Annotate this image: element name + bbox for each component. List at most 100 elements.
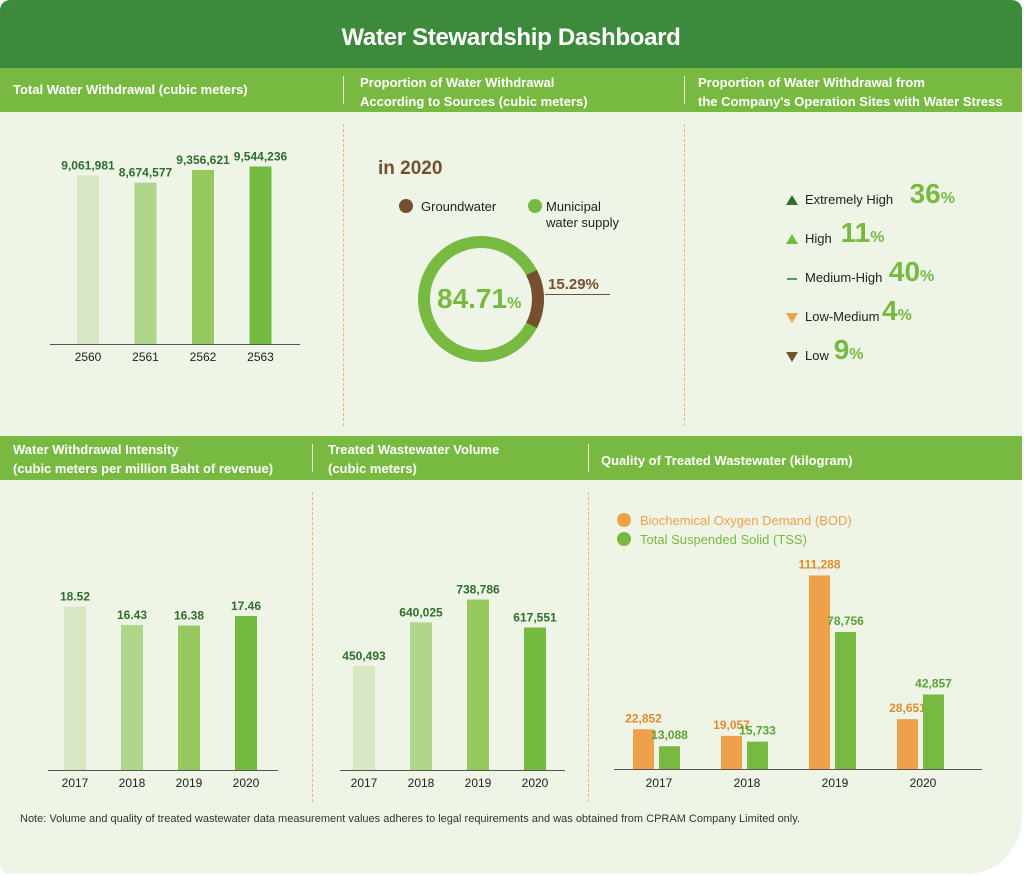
header-water-stress-line2: the Company's Operation Sites with Water… (698, 93, 1003, 109)
x-tick-label: 2019 (465, 776, 492, 790)
bar (121, 625, 143, 770)
bod-bar (721, 735, 742, 769)
column-divider (684, 124, 685, 426)
bod-legend-label: Biochemical Oxygen Demand (BOD) (640, 513, 852, 528)
data-label: 13,088 (651, 728, 688, 742)
stress-percentage: 40% (889, 256, 934, 288)
triangle-up-dark-icon (786, 195, 798, 205)
bar (178, 625, 200, 770)
donut-year-label: in 2020 (378, 158, 443, 179)
x-tick-label: 2020 (910, 776, 937, 790)
tss-bar (923, 694, 944, 769)
municipal-percentage: 84.71% (437, 283, 521, 315)
stress-value: 9 (833, 334, 850, 365)
data-label: 9,544,236 (234, 150, 288, 163)
groundwater-arc (526, 269, 544, 329)
total-withdrawal-chart: 9,061,981 2560 8,674,577 2561 9,356,621 2562 9… (50, 150, 300, 364)
bar (524, 627, 546, 770)
x-tick-label: 2562 (190, 350, 217, 364)
x-tick-label: 2017 (351, 776, 378, 790)
header-total-withdrawal: Total Water Withdrawal (cubic meters) (13, 82, 248, 97)
groundwater-legend-label: Groundwater (421, 199, 497, 214)
data-label: 9,356,621 (176, 153, 230, 167)
header-water-stress: Proportion of Water Withdrawal from the … (698, 74, 1003, 111)
header-divider (684, 76, 685, 104)
top-header-band (0, 68, 1022, 112)
data-label: 617,551 (513, 610, 557, 624)
header-treated-line2: (cubic meters) (328, 460, 417, 476)
stress-percentage: 11% (841, 217, 885, 249)
stress-value: 11 (840, 217, 871, 248)
column-divider (588, 492, 589, 802)
x-tick-label: 2561 (132, 350, 159, 364)
bod-legend-dot (617, 513, 631, 527)
header-treated: Treated Wastewater Volume (cubic meters) (328, 441, 499, 478)
footnote: Note: Volume and quality of treated wast… (20, 813, 800, 825)
dash-icon (787, 278, 797, 280)
bar (249, 166, 272, 344)
x-tick-label: 2018 (408, 776, 435, 790)
bod-bar (633, 729, 654, 769)
bar (410, 622, 432, 770)
intensity-chart: 18.52 2017 16.43 2018 16.38 2019 17.46 2020 (48, 590, 278, 790)
bar (467, 599, 489, 770)
data-label: 17.46 (231, 599, 261, 613)
municipal-legend-line1: Municipal (546, 199, 601, 214)
header-by-source-line1: Proportion of Water Withdrawal (360, 75, 555, 90)
tss-bar (835, 632, 856, 769)
triangle-down-orange-icon (786, 313, 798, 323)
stress-label: Extremely High (805, 192, 894, 207)
header-divider (312, 444, 313, 472)
stress-value: 36 (909, 178, 941, 209)
water-source-donut (418, 236, 610, 362)
page-title: Water Stewardship Dashboard (341, 24, 681, 51)
triangle-down-brown-icon (786, 352, 798, 362)
groundwater-legend-dot (399, 199, 413, 213)
stress-percentage: 36% (910, 178, 955, 210)
data-label: 18.52 (60, 590, 90, 604)
data-label: 42,857 (915, 676, 952, 690)
stress-percentage: 9% (834, 334, 864, 366)
header-treated-line1: Treated Wastewater Volume (328, 442, 500, 457)
data-label: 78,756 (827, 614, 864, 628)
data-label: 19,057 (713, 718, 750, 732)
stress-label: High (805, 231, 832, 246)
header-divider (588, 444, 589, 472)
bod-bar (809, 575, 830, 769)
column-divider (343, 124, 344, 426)
data-label: 28,651 (889, 701, 926, 715)
bar (353, 666, 375, 770)
bar (192, 169, 214, 344)
municipal-legend-line2: water supply (546, 215, 619, 230)
data-label: 16.38 (174, 609, 204, 623)
stress-value: 4 (882, 295, 898, 326)
x-tick-label: 2019 (822, 776, 849, 790)
tss-bar (747, 741, 768, 769)
tss-bar (659, 746, 680, 769)
data-label: 111,288 (798, 557, 840, 571)
header-water-stress-line1: Proportion of Water Withdrawal from (698, 75, 925, 90)
header-quality: Quality of Treated Wastewater (kilogram) (601, 453, 853, 468)
data-label: 16.43 (117, 608, 147, 622)
percent-sign: % (507, 295, 522, 312)
percent-sign: % (897, 307, 912, 324)
stress-percentage: 4% (882, 295, 912, 327)
percent-sign: % (849, 346, 864, 363)
header-intensity: Water Withdrawal Intensity (cubic meters… (13, 441, 273, 478)
bar (64, 606, 86, 770)
municipal-legend-label: Municipal water supply (546, 199, 619, 231)
header-by-source-line2: According to Sources (cubic meters) (360, 93, 588, 109)
header-intensity-line1: Water Withdrawal Intensity (13, 442, 179, 457)
data-label: 738,786 (456, 583, 500, 597)
header-divider (343, 76, 344, 104)
data-label: 450,493 (342, 649, 386, 663)
bar (134, 182, 157, 344)
data-label: 9,061,981 (61, 158, 115, 172)
data-label: 8,674,577 (119, 166, 173, 180)
tss-legend-label: Total Suspended Solid (TSS) (640, 532, 807, 547)
header-intensity-line2: (cubic meters per million Baht of revenu… (13, 460, 274, 476)
x-tick-label: 2018 (119, 776, 146, 790)
percent-sign: % (870, 229, 885, 246)
bar (235, 615, 257, 770)
